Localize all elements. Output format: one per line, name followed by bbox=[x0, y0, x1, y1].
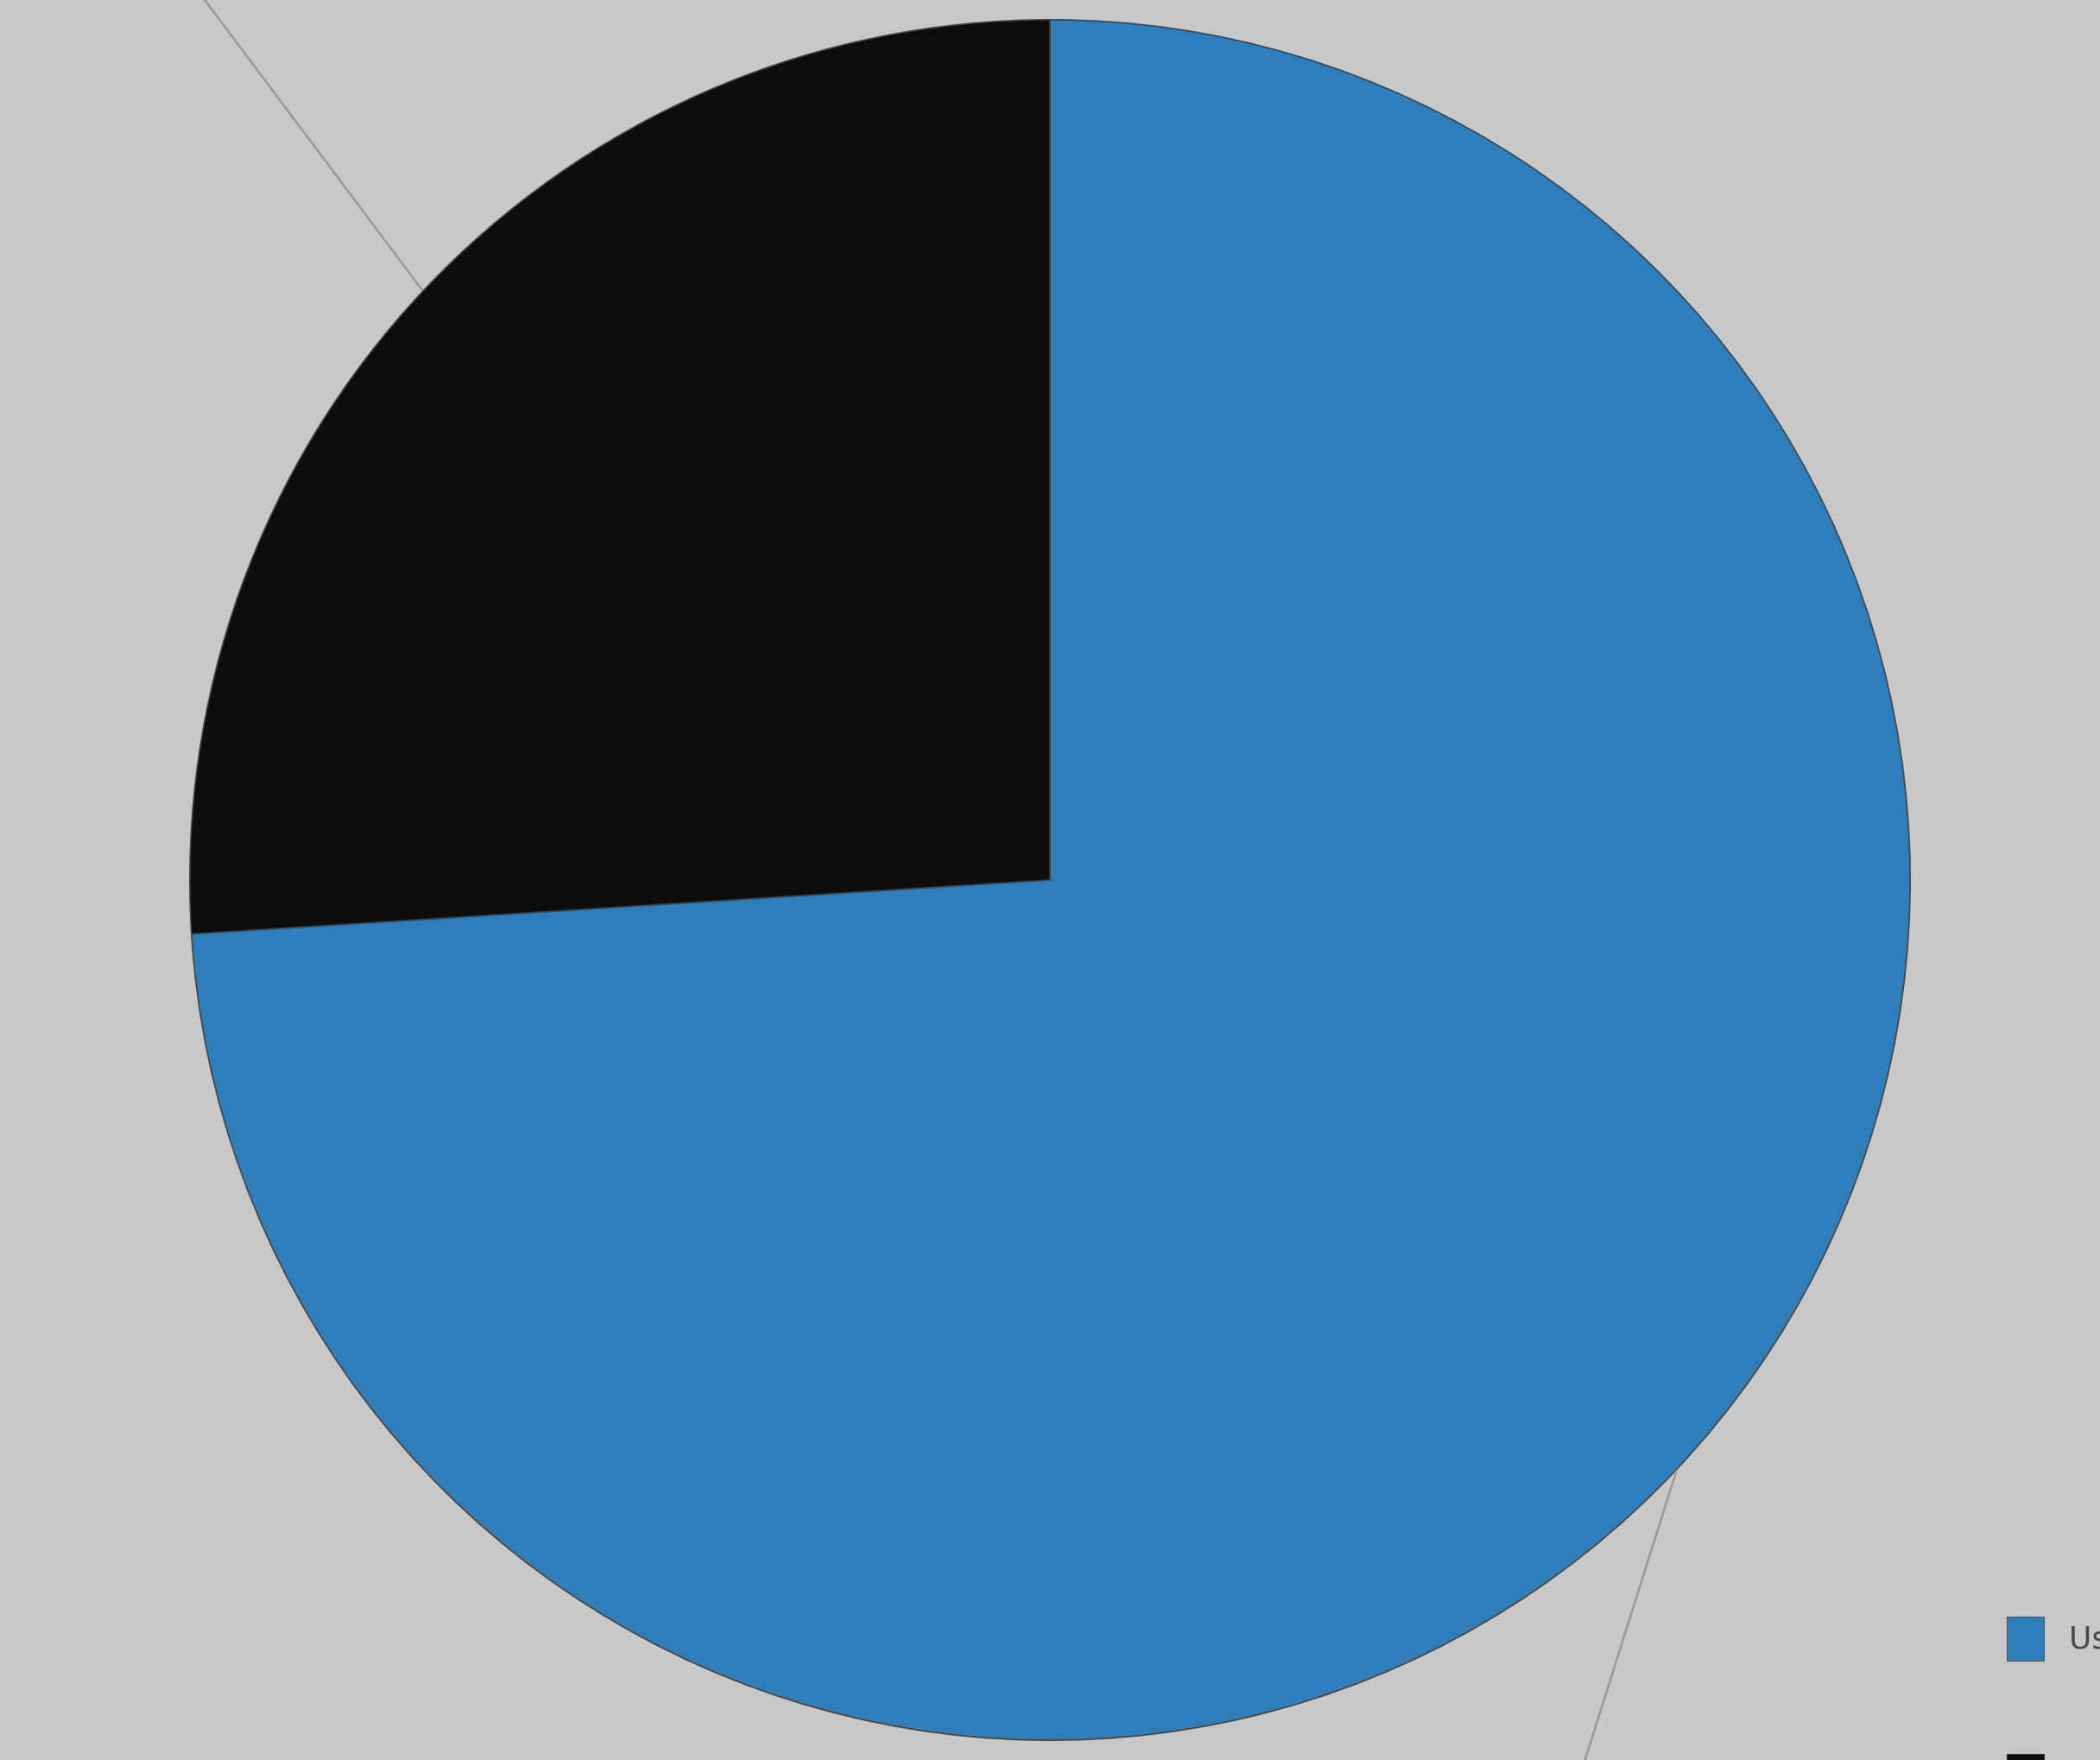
Wedge shape bbox=[189, 19, 1050, 935]
Text: 74%: 74% bbox=[1527, 1471, 1676, 1760]
Legend: Use DSs, Do not use DSs: Use DSs, Do not use DSs bbox=[1976, 1586, 2100, 1760]
Wedge shape bbox=[191, 19, 1911, 1741]
Text: 26%: 26% bbox=[69, 0, 422, 289]
